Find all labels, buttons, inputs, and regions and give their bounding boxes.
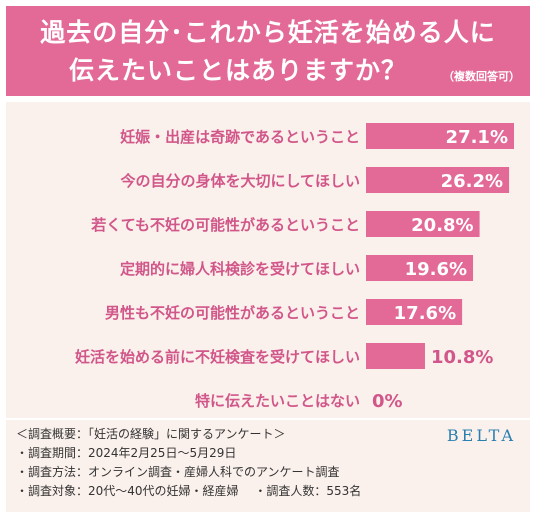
category-label: 特に伝えたいことはない: [195, 392, 360, 410]
survey-method: ・調査方法：オンライン調査・産婦人科でのアンケート調査: [16, 465, 340, 479]
category-label: 定期的に婦人科検診を受けてほしい: [120, 260, 360, 278]
value-label: 20.8%: [411, 215, 473, 236]
survey-heading: ＜調査概要：「妊活の経験」に関するアンケート＞: [16, 427, 286, 441]
category-label: 妊娠・出産は奇跡であるということ: [120, 128, 360, 146]
survey-summary: ＜調査概要：「妊活の経験」に関するアンケート＞ ・調査期間：2024年2月25日…: [6, 420, 530, 512]
value-label: 19.6%: [405, 259, 467, 280]
bar: [366, 167, 510, 193]
category-label: 若くても不妊の可能性があるということ: [90, 216, 360, 234]
chart-title-line2: 伝えたいことはありますか？: [68, 56, 407, 85]
value-label: 26.2%: [441, 171, 503, 192]
value-label: 0%: [372, 391, 403, 412]
category-label: 今の自分の身体を大切にしてほしい: [119, 172, 360, 190]
bar-chart: 妊娠・出産は奇跡であるということ 27.1% 今の自分の身体を大切にしてほしい 26.…: [75, 123, 514, 412]
survey-target: ・調査対象：20代～40代の妊婦・経産婦 ・調査人数：553名: [16, 484, 362, 498]
survey-period: ・調査期間：2024年2月25日～5月29日: [16, 446, 237, 460]
multiple-answer-note: （複数回答可）: [443, 70, 520, 83]
bar: [366, 211, 480, 237]
brand-logo: BELTA: [446, 426, 516, 445]
bar: [366, 299, 463, 325]
title-banner: 過去の自分･これから妊活を始める人に 伝えたいことはありますか？ （複数回答可）: [6, 6, 530, 96]
bar: [366, 343, 425, 369]
category-label: 妊活を始める前に不妊検査を受けてほしい: [75, 348, 360, 366]
category-label: 男性も不妊の可能性があるということ: [105, 304, 360, 322]
bar: [366, 255, 474, 281]
chart-title-line1: 過去の自分･これから妊活を始める人に: [40, 18, 496, 47]
value-label: 27.1%: [446, 127, 508, 148]
value-label: 10.8%: [431, 347, 493, 368]
value-label: 17.6%: [394, 303, 456, 324]
bar: [366, 123, 514, 149]
